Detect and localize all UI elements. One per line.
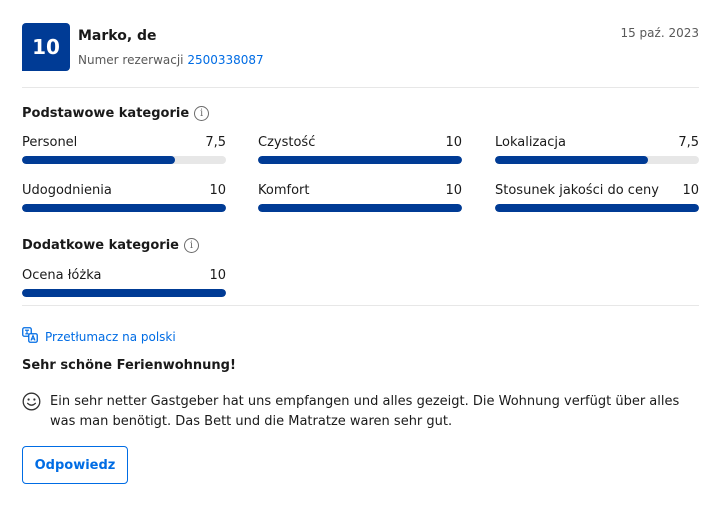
category-bar (22, 204, 226, 212)
category-bar-fill (22, 289, 226, 297)
category-label: Ocena łóżka (22, 268, 102, 283)
smile-icon (22, 392, 41, 415)
divider (22, 87, 699, 88)
reviewer-name: Marko, de (78, 28, 157, 44)
category-label: Lokalizacja (495, 135, 566, 150)
category-bar-fill (258, 204, 462, 212)
review-date: 15 paź. 2023 (620, 26, 699, 40)
category-value: 7,5 (205, 135, 226, 150)
booking-number-link[interactable]: 2500338087 (187, 53, 264, 67)
category-value: 7,5 (678, 135, 699, 150)
translate-icon (22, 327, 38, 346)
category-bar-fill (22, 204, 226, 212)
category-label: Czystość (258, 135, 316, 150)
score-badge: 10 (22, 23, 70, 71)
category-value: 10 (682, 183, 699, 198)
category-value: 10 (209, 183, 226, 198)
category-komfort: Komfort 10 (258, 182, 462, 212)
info-icon[interactable]: i (183, 238, 199, 253)
category-bar-fill (258, 156, 462, 164)
translate-label: Przetłumacz na polski (45, 329, 176, 344)
category-bar-fill (495, 204, 699, 212)
divider (22, 305, 699, 306)
basic-categories-title: Podstawowe kategorie i (22, 106, 210, 121)
review-title: Sehr schöne Ferienwohnung! (22, 358, 236, 373)
category-value: 10 (209, 268, 226, 283)
category-udogodnienia: Udogodnienia 10 (22, 182, 226, 212)
category-label: Komfort (258, 183, 310, 198)
category-bar-fill (495, 156, 648, 164)
category-bar-fill (22, 156, 175, 164)
category-lokalizacja: Lokalizacja 7,5 (495, 134, 699, 164)
basic-categories-label: Podstawowe kategorie (22, 106, 190, 121)
translate-link[interactable]: Przetłumacz na polski (22, 327, 176, 346)
reply-button[interactable]: Odpowiedz (22, 446, 128, 484)
category-bar (258, 204, 462, 212)
category-stosunek-jakosci-do-ceny: Stosunek jakości do ceny 10 (495, 182, 699, 212)
category-label: Personel (22, 135, 78, 150)
category-ocena-lozka: Ocena łóżka 10 (22, 267, 226, 297)
category-label: Udogodnienia (22, 183, 112, 198)
booking-line: Numer rezerwacji 2500338087 (78, 53, 264, 67)
category-bar (495, 204, 699, 212)
category-personel: Personel 7,5 (22, 134, 226, 164)
booking-label: Numer rezerwacji (78, 53, 184, 67)
review-text: Ein sehr netter Gastgeber hat uns empfan… (50, 394, 680, 429)
category-value: 10 (445, 135, 462, 150)
category-czystosc: Czystość 10 (258, 134, 462, 164)
category-bar (495, 156, 699, 164)
category-bar (258, 156, 462, 164)
category-value: 10 (445, 183, 462, 198)
info-icon[interactable]: i (194, 106, 210, 121)
category-label: Stosunek jakości do ceny (495, 183, 659, 198)
category-bar (22, 289, 226, 297)
extra-categories-title: Dodatkowe kategorie i (22, 238, 199, 253)
category-bar (22, 156, 226, 164)
extra-categories-label: Dodatkowe kategorie (22, 238, 179, 253)
